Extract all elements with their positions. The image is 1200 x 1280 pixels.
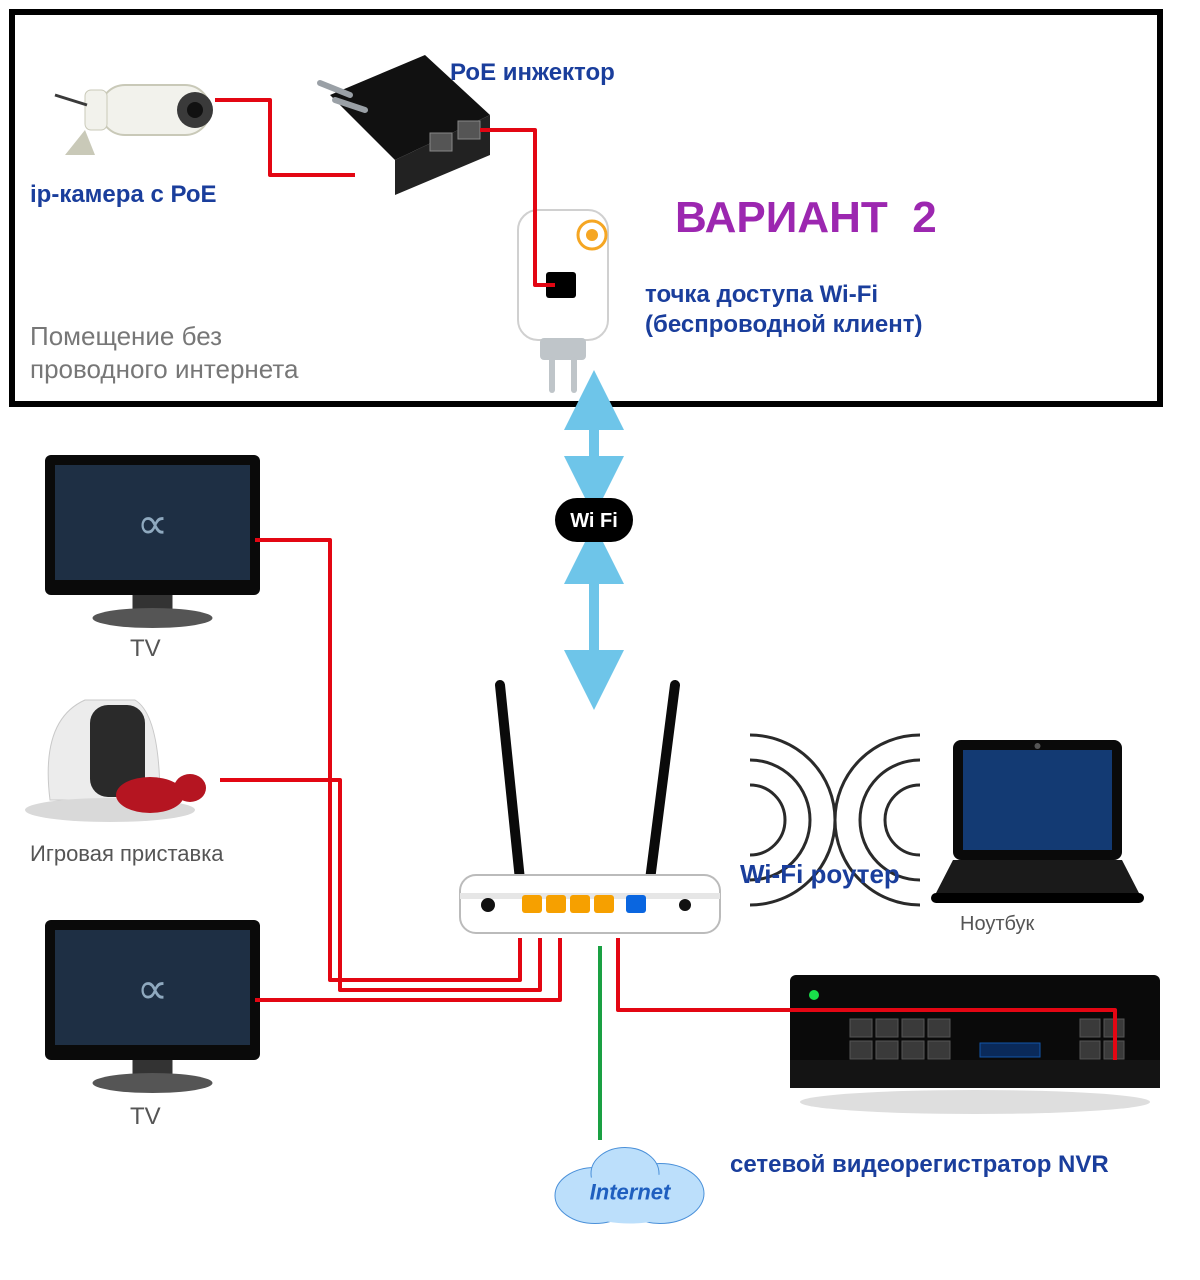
- svg-text:Wi Fi: Wi Fi: [570, 510, 618, 532]
- laptop-icon: [931, 740, 1144, 903]
- ip-camera-label: ip-камера с РоЕ: [30, 180, 217, 210]
- wifi-extender-icon: [518, 210, 608, 390]
- diagram-title: ВАРИАНТ 2: [675, 190, 937, 245]
- router-label: Wi-Fi роутер: [740, 858, 900, 891]
- ip-camera-icon: [55, 85, 213, 155]
- tv-icon: ∝: [45, 920, 260, 1093]
- laptop-label: Ноутбук: [960, 912, 1034, 937]
- svg-text:∝: ∝: [137, 965, 168, 1014]
- tv1-label: TV: [130, 634, 161, 664]
- room-zone-caption: Помещение без проводного интернета: [30, 320, 298, 385]
- wifi-arc-icon: [885, 785, 920, 855]
- tv2-label: TV: [130, 1102, 161, 1132]
- nvr-icon: [790, 975, 1160, 1114]
- game-console-icon: [25, 700, 206, 822]
- internet-cloud-icon: Internet: [555, 1148, 704, 1224]
- wifi-arc-icon: [750, 785, 785, 855]
- wifi-badge-icon: Wi Fi: [555, 498, 633, 542]
- console-label: Игровая приставка: [30, 840, 224, 868]
- wifi-router-icon: [460, 685, 720, 933]
- ethernet-cable: [215, 100, 355, 175]
- poe-injector-label: РоЕ инжектор: [450, 58, 615, 88]
- tv-icon: ∝: [45, 455, 260, 628]
- svg-text:Internet: Internet: [590, 1180, 672, 1205]
- nvr-label: сетевой видеорегистратор NVR: [730, 1150, 1109, 1180]
- svg-text:∝: ∝: [137, 500, 168, 549]
- wifi-ap-label: точка доступа Wi-Fi (беспроводной клиент…: [645, 280, 923, 340]
